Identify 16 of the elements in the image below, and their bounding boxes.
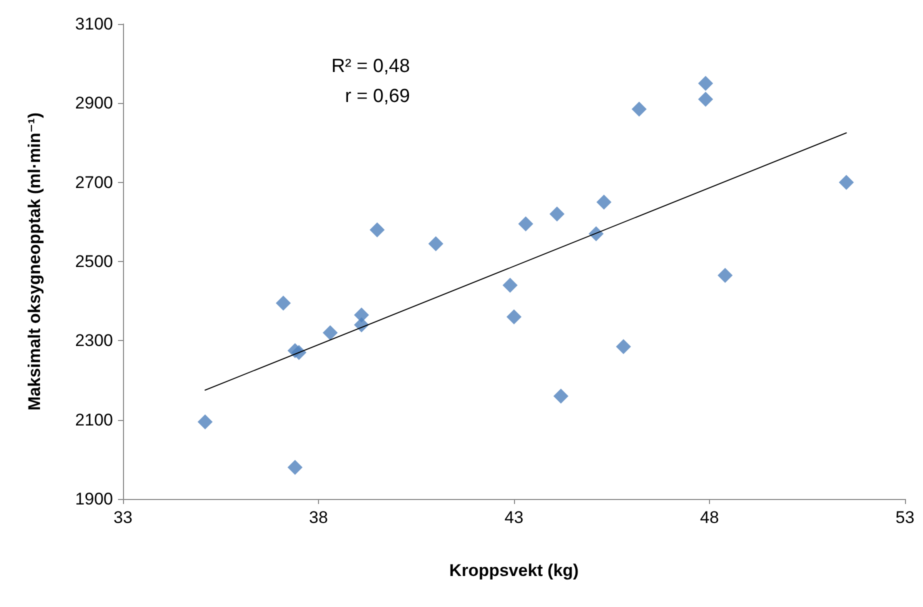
y-tick-label: 2500 — [75, 252, 113, 271]
y-tick-label: 2300 — [75, 331, 113, 350]
y-tick-label: 3100 — [75, 14, 113, 34]
x-tick-label: 43 — [504, 508, 524, 527]
annotation: R² = 0,48 — [331, 56, 410, 77]
x-tick-label: 48 — [700, 508, 719, 527]
y-tick-label: 2900 — [75, 94, 113, 113]
y-tick-label: 2100 — [75, 410, 113, 430]
x-tick-label: 53 — [896, 508, 914, 527]
x-axis-title: Kroppsvekt (kg) — [449, 561, 579, 580]
y-axis-title: Maksimalt oksygneopptak (ml·min⁻¹) — [25, 112, 44, 411]
y-tick-label: 1900 — [75, 490, 113, 508]
annotation: r = 0,69 — [345, 86, 410, 107]
x-tick-label: 33 — [114, 508, 132, 527]
x-tick-label: 38 — [309, 508, 328, 527]
y-tick-label: 2700 — [75, 172, 113, 192]
